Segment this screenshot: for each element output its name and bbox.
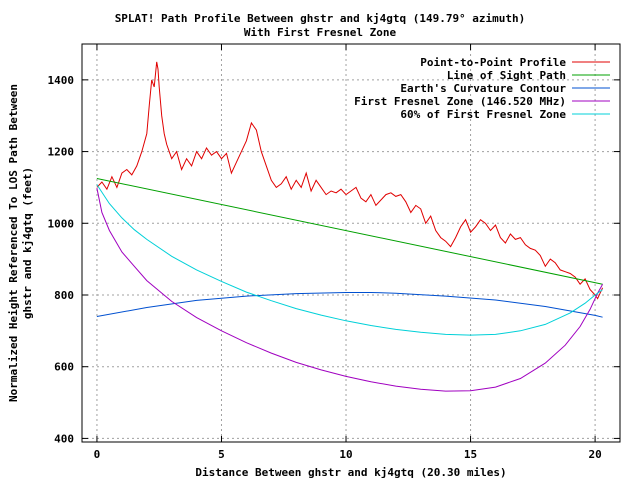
series-line-4	[96, 187, 604, 392]
legend-label-3: Earth's Curvature Contour	[400, 82, 566, 95]
series-lines	[96, 61, 604, 392]
x-tick-label: 15	[464, 448, 477, 461]
x-tick-label: 20	[588, 448, 601, 461]
y-tick-label: 800	[54, 289, 74, 302]
legend-label-2: Line of Sight Path	[447, 69, 566, 82]
legend-label-4: First Fresnel Zone (146.520 MHz)	[354, 95, 566, 108]
y-tick-label: 1400	[48, 74, 75, 87]
chart-subtitle: With First Fresnel Zone	[243, 26, 397, 39]
y-tick-label: 600	[54, 361, 74, 374]
x-tick-label: 5	[218, 448, 225, 461]
y-tick-label: 400	[54, 432, 74, 445]
series-line-5	[96, 184, 603, 336]
series-line-2	[96, 178, 603, 285]
x-tick-label: 0	[94, 448, 101, 461]
legend-label-5: 60% of First Fresnel Zone	[400, 108, 566, 121]
y-tick-label: 1200	[48, 146, 75, 159]
x-axis-label: Distance Between ghstr and kj4gtq (20.30…	[195, 466, 506, 479]
y-axis-label: Normalized Height Referenced To LOS Path…	[7, 84, 34, 402]
series-line-3	[96, 292, 603, 318]
y-axis-label-line-2: ghstr and kj4gtq (feet)	[21, 167, 34, 319]
series-line-1	[96, 61, 604, 300]
y-axis-label-line-1: Normalized Height Referenced To LOS Path…	[7, 84, 20, 402]
y-tick-label: 1000	[48, 217, 75, 230]
grid	[82, 44, 620, 442]
chart-title: SPLAT! Path Profile Between ghstr and kj…	[114, 12, 526, 25]
x-tick-label: 10	[339, 448, 352, 461]
legend-label-1: Point-to-Point Profile	[420, 56, 566, 69]
plot-frame	[81, 43, 621, 443]
axis-ticks: 0 5 10 15 20 400 600 800 1000 1200 1400	[48, 44, 620, 461]
